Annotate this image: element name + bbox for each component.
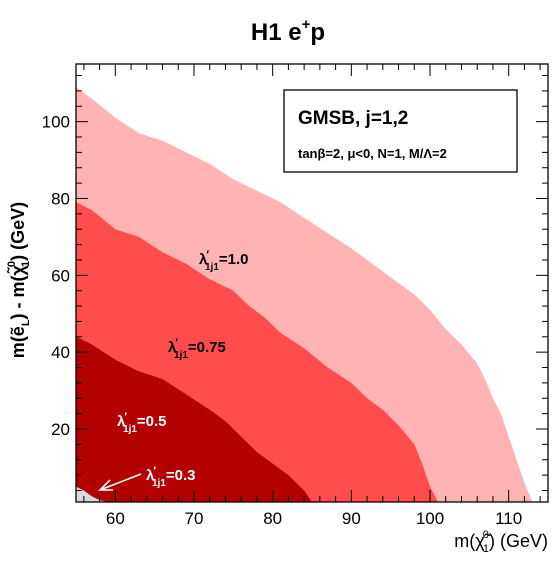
- legend-line-2: tanβ=2, μ<0, N=1, M/Λ=2: [298, 146, 447, 161]
- y-axis-label: m(ẽL) - m(χ̃0 1) (GeV): [6, 202, 32, 358]
- x-tick-label: 80: [263, 509, 282, 528]
- x-axis-label: m(χ̃0 1) (GeV): [454, 529, 548, 555]
- x-tick-label: 100: [416, 509, 444, 528]
- series-label-0.3: λ′ 1j1=0.3: [146, 465, 196, 489]
- title-superscript: +: [302, 16, 311, 33]
- y-tick-label: 40: [51, 343, 70, 362]
- series-label-0.75: λ′ 1j1=0.75: [168, 337, 226, 361]
- plot-frame: [75, 63, 549, 503]
- x-tick-label: 60: [106, 509, 125, 528]
- arrow-0.3-pointer: [98, 473, 142, 491]
- y-tick-label: 80: [51, 189, 70, 208]
- legend-line-1: GMSB, j=1,2: [298, 108, 408, 129]
- series-label-0.5: λ′ 1j1=0.5: [117, 411, 167, 435]
- x-tick-label: 90: [342, 509, 361, 528]
- y-tick-label: 60: [51, 266, 70, 285]
- exclusion-regions: [76, 87, 533, 503]
- y-tick-label: 20: [51, 420, 70, 439]
- x-tick-label: 70: [185, 509, 204, 528]
- y-tick-label: 100: [42, 113, 70, 132]
- chart-title: H1 e+p: [251, 16, 325, 46]
- axis-ticks: 60 70 80 90 100 110 20 40 60 80 100: [42, 64, 548, 528]
- legend-box: [283, 89, 518, 173]
- region-lambda-0.5: [76, 336, 312, 502]
- x-tick-label: 110: [495, 509, 522, 528]
- series-label-1.0: λ′ 1j1=1.0: [199, 249, 249, 273]
